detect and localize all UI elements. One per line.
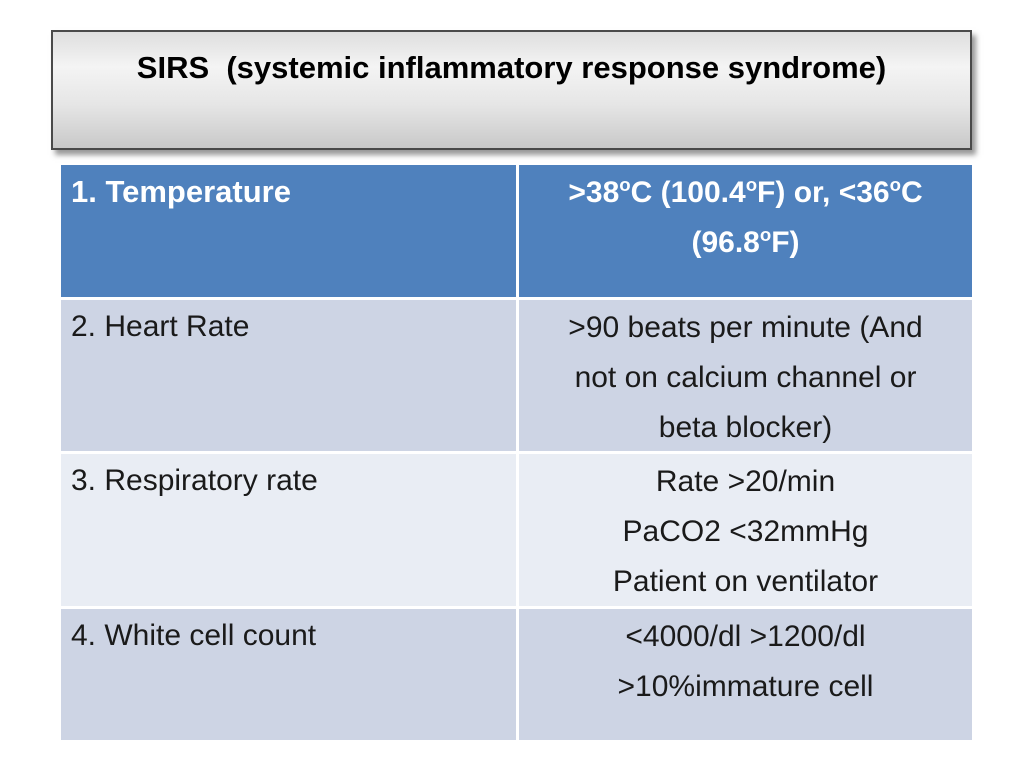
value-text: F) or, <36 <box>757 176 890 209</box>
value-line: beta blocker) <box>658 411 833 444</box>
title-box: SIRS (systemic inflammatory response syn… <box>51 30 972 150</box>
value-text: >38 <box>568 176 620 209</box>
value-line: <4000/dl >1200/dl <box>625 620 866 653</box>
value-text: F) <box>771 226 800 259</box>
row3-value-respiratory-rate: Rate >20/min PaCO2 <32mmHg Patient on ve… <box>519 454 972 606</box>
superscript-o: o <box>745 174 758 195</box>
sirs-criteria-table: 1. Temperature >38oC (100.4oF) or, <36oC… <box>61 165 972 740</box>
value-line: Rate >20/min <box>655 465 836 498</box>
row1-value-temperature: >38oC (100.4oF) or, <36oC (96.8oF) <box>519 165 972 297</box>
value-line: PaCO2 <32mmHg <box>622 515 869 548</box>
row2-value-heart-rate: >90 beats per minute (And not on calcium… <box>519 300 972 451</box>
value-line: >90 beats per minute (And <box>568 311 923 344</box>
row1-criterion-temperature: 1. Temperature <box>61 165 516 297</box>
value-line: (96.8oF) <box>525 218 966 268</box>
row2-criterion-heart-rate: 2. Heart Rate <box>61 300 516 451</box>
row4-value-white-cell-count: <4000/dl >1200/dl >10%immature cell <box>519 609 972 740</box>
superscript-o: o <box>619 174 631 195</box>
superscript-o: o <box>759 224 772 245</box>
value-text: C <box>900 176 923 209</box>
value-text: (96.8 <box>691 226 760 259</box>
row3-criterion-respiratory-rate: 3. Respiratory rate <box>61 454 516 606</box>
row4-criterion-white-cell-count: 4. White cell count <box>61 609 516 740</box>
slide-title: SIRS (systemic inflammatory response syn… <box>136 50 887 85</box>
value-text: C (100.4 <box>630 176 746 209</box>
value-line: >38oC (100.4oF) or, <36oC <box>525 168 966 218</box>
value-line: not on calcium channel or <box>574 361 917 394</box>
value-line: Patient on ventilator <box>612 565 879 598</box>
value-line: >10%immature cell <box>617 670 874 703</box>
superscript-o: o <box>889 174 901 195</box>
